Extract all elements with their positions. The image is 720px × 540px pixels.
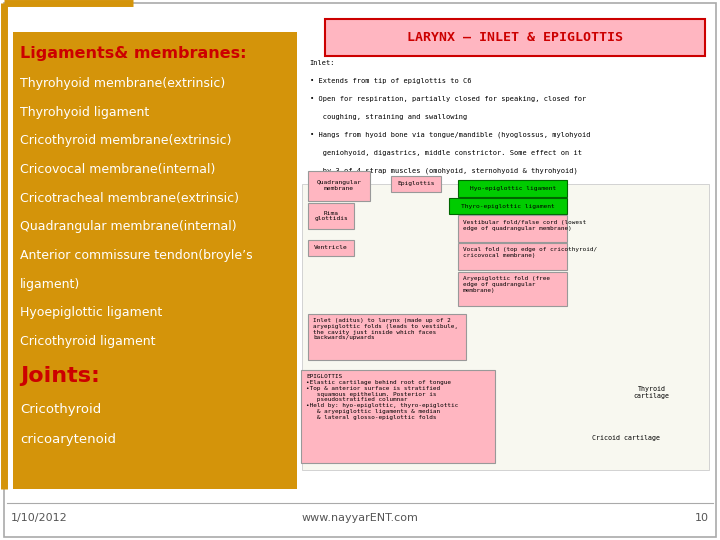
Text: Thyroid
cartilage: Thyroid cartilage: [634, 386, 670, 399]
FancyBboxPatch shape: [302, 184, 709, 470]
Text: Cricovocal membrane(internal): Cricovocal membrane(internal): [20, 163, 215, 176]
Text: Aryepiglottic fold (free
edge of quadrangular
membrane): Aryepiglottic fold (free edge of quadran…: [463, 276, 550, 293]
Text: Cricothyroid ligament: Cricothyroid ligament: [20, 335, 156, 348]
Text: Cricothyroid membrane(extrinsic): Cricothyroid membrane(extrinsic): [20, 134, 232, 147]
Text: ligament): ligament): [20, 278, 81, 291]
FancyBboxPatch shape: [308, 203, 354, 229]
Text: Thyrohyoid membrane(extrinsic): Thyrohyoid membrane(extrinsic): [20, 77, 225, 90]
Text: Thyrohyoid ligament: Thyrohyoid ligament: [20, 106, 150, 119]
FancyBboxPatch shape: [458, 243, 567, 270]
Text: 10: 10: [696, 514, 709, 523]
FancyBboxPatch shape: [308, 171, 370, 201]
Text: Inlet (aditus) to larynx (made up of 2
aryepiglottic folds (leads to vestibule,
: Inlet (aditus) to larynx (made up of 2 a…: [313, 318, 458, 340]
Text: Cricotracheal membrane(extrinsic): Cricotracheal membrane(extrinsic): [20, 192, 239, 205]
Text: cricoarytenoid: cricoarytenoid: [20, 433, 116, 446]
Text: Vestibular fold/false cord (lowest
edge of quadrangular membrane): Vestibular fold/false cord (lowest edge …: [463, 220, 586, 231]
FancyBboxPatch shape: [458, 272, 567, 306]
Text: Cricothyroid: Cricothyroid: [20, 403, 102, 416]
FancyBboxPatch shape: [458, 215, 567, 242]
Text: Hyoepiglottic ligament: Hyoepiglottic ligament: [20, 306, 163, 319]
FancyBboxPatch shape: [4, 3, 716, 537]
Text: • Extends from tip of epiglottis to C6: • Extends from tip of epiglottis to C6: [310, 78, 471, 84]
Text: Rima
glottidis: Rima glottidis: [315, 211, 348, 221]
FancyBboxPatch shape: [13, 32, 297, 489]
FancyBboxPatch shape: [449, 198, 567, 214]
Text: Inlet:: Inlet:: [310, 60, 335, 66]
FancyBboxPatch shape: [458, 180, 567, 197]
FancyBboxPatch shape: [301, 370, 495, 463]
Text: Ventricle: Ventricle: [315, 245, 348, 251]
Text: Epiglottis: Epiglottis: [397, 181, 435, 186]
FancyBboxPatch shape: [308, 240, 354, 256]
Text: coughing, straining and swallowing: coughing, straining and swallowing: [310, 114, 467, 120]
Text: • Hangs from hyoid bone via tongue/mandible (hyoglossus, mylohyoid: • Hangs from hyoid bone via tongue/mandi…: [310, 132, 590, 138]
Text: Hyo-epiglottic ligament: Hyo-epiglottic ligament: [469, 186, 556, 191]
Text: Anterior commissure tendon(broyle’s: Anterior commissure tendon(broyle’s: [20, 249, 253, 262]
Text: LARYNX – INLET & EPIGLOTTIS: LARYNX – INLET & EPIGLOTTIS: [407, 31, 623, 44]
FancyBboxPatch shape: [325, 19, 705, 56]
Text: • Open for respiration, partially closed for speaking, closed for: • Open for respiration, partially closed…: [310, 96, 586, 102]
Text: geniohyoid, digastrics, middle constrictor. Some effect on it: geniohyoid, digastrics, middle constrict…: [310, 150, 582, 156]
Text: Quadrangular membrane(internal): Quadrangular membrane(internal): [20, 220, 237, 233]
Text: Cricoid cartilage: Cricoid cartilage: [593, 435, 660, 441]
FancyBboxPatch shape: [308, 314, 466, 360]
Text: by 3 of 4 strap muscles (omohyoid, sternohyoid & thyrohyoid): by 3 of 4 strap muscles (omohyoid, stern…: [310, 167, 577, 174]
Text: Ligaments& membranes:: Ligaments& membranes:: [20, 46, 247, 61]
Text: Vocal fold (top edge of cricothyroid/
cricovocal membrane): Vocal fold (top edge of cricothyroid/ cr…: [463, 247, 597, 258]
Text: Quadrangular
membrane: Quadrangular membrane: [317, 180, 361, 191]
Text: EPIGLOTTIS
•Elastic cartilage behind root of tongue
•Top & anterior surface is s: EPIGLOTTIS •Elastic cartilage behind roo…: [306, 374, 458, 420]
Text: Thyro-epiglottic ligament: Thyro-epiglottic ligament: [461, 204, 555, 209]
Text: 1/10/2012: 1/10/2012: [11, 514, 68, 523]
Text: Joints:: Joints:: [20, 366, 100, 386]
FancyBboxPatch shape: [391, 176, 441, 192]
Text: www.nayyarENT.com: www.nayyarENT.com: [302, 514, 418, 523]
